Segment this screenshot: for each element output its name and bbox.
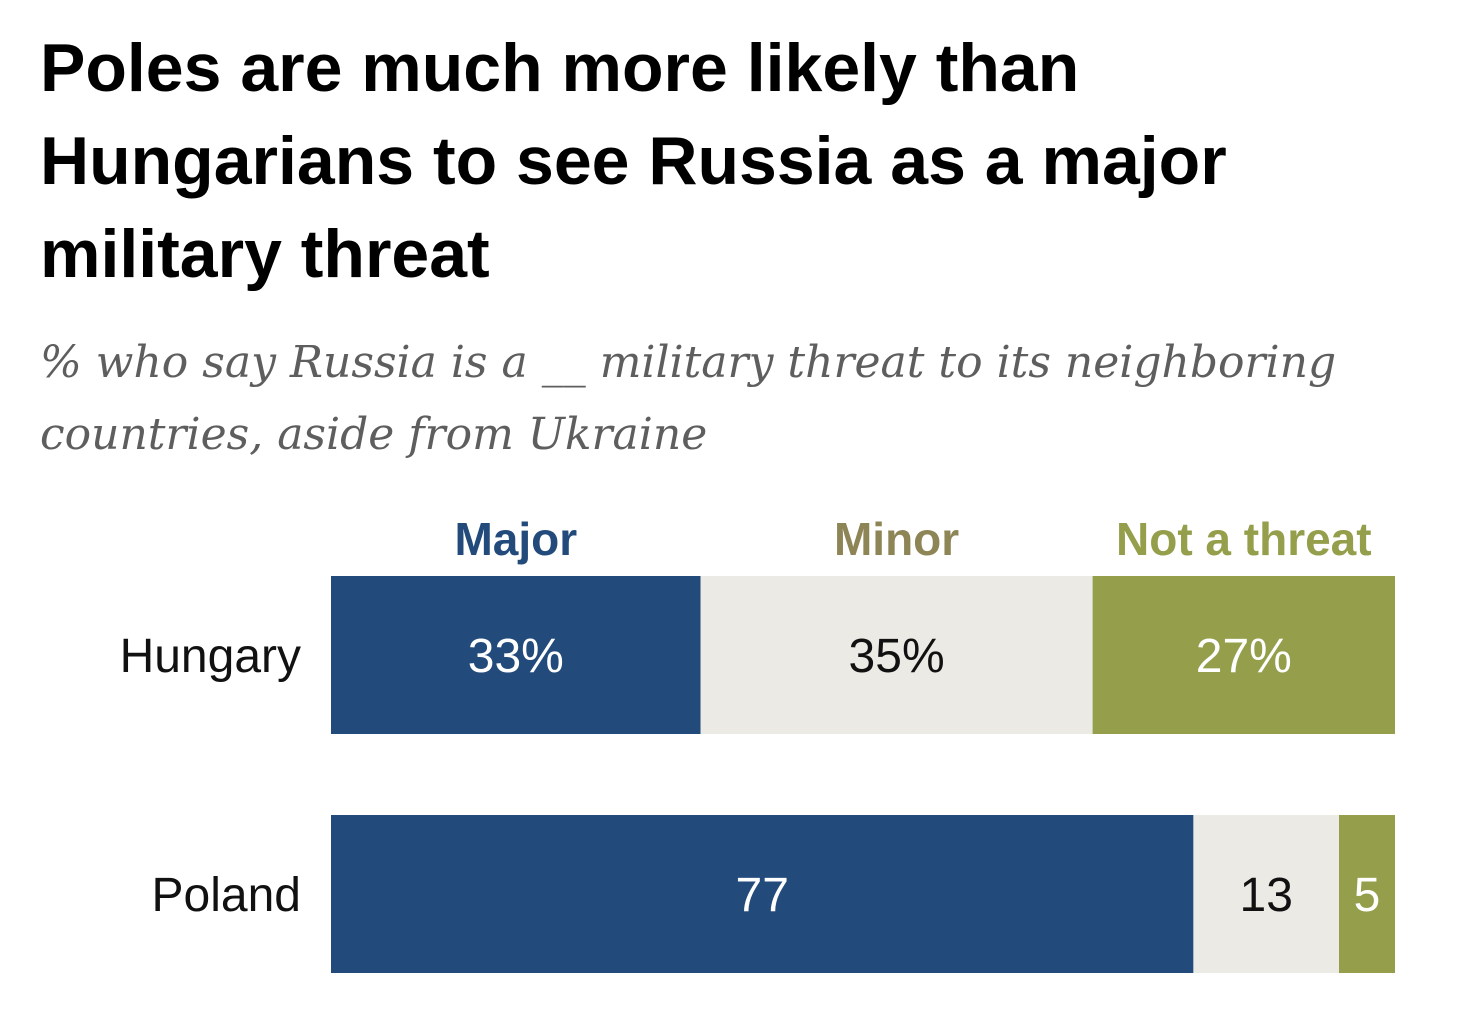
bar-segment-minor <box>1193 815 1339 973</box>
data-label-major: 33% <box>468 630 564 683</box>
legend-label-not-a-threat: Not a threat <box>1116 513 1372 565</box>
data-label-major: 77 <box>736 869 789 922</box>
legend-label-major: Major <box>454 513 577 565</box>
category-label: Hungary <box>120 630 301 683</box>
bar-segment-not-a-threat <box>1339 815 1395 973</box>
bar-segment-major <box>331 576 701 734</box>
legend-label-minor: Minor <box>834 513 959 565</box>
data-label-minor: 35% <box>849 630 945 683</box>
bar-row-poland: Poland 77 13 5 <box>152 815 1395 973</box>
data-label-not-a-threat: 27% <box>1196 630 1292 683</box>
bar-segment-minor <box>700 576 1093 734</box>
bar-segment-not-a-threat <box>1092 576 1395 734</box>
chart-subtitle: % who say Russia is a __ military threat… <box>40 337 1337 460</box>
chart-title: Poles are much more likely than Hungaria… <box>40 30 1227 292</box>
data-label-not-a-threat: 5 <box>1354 869 1381 922</box>
category-label: Poland <box>152 869 301 922</box>
bar-segment-major <box>331 815 1194 973</box>
bar-row-hungary: Hungary 33% 35% 27% <box>120 576 1395 734</box>
data-label-minor: 13 <box>1240 869 1293 922</box>
